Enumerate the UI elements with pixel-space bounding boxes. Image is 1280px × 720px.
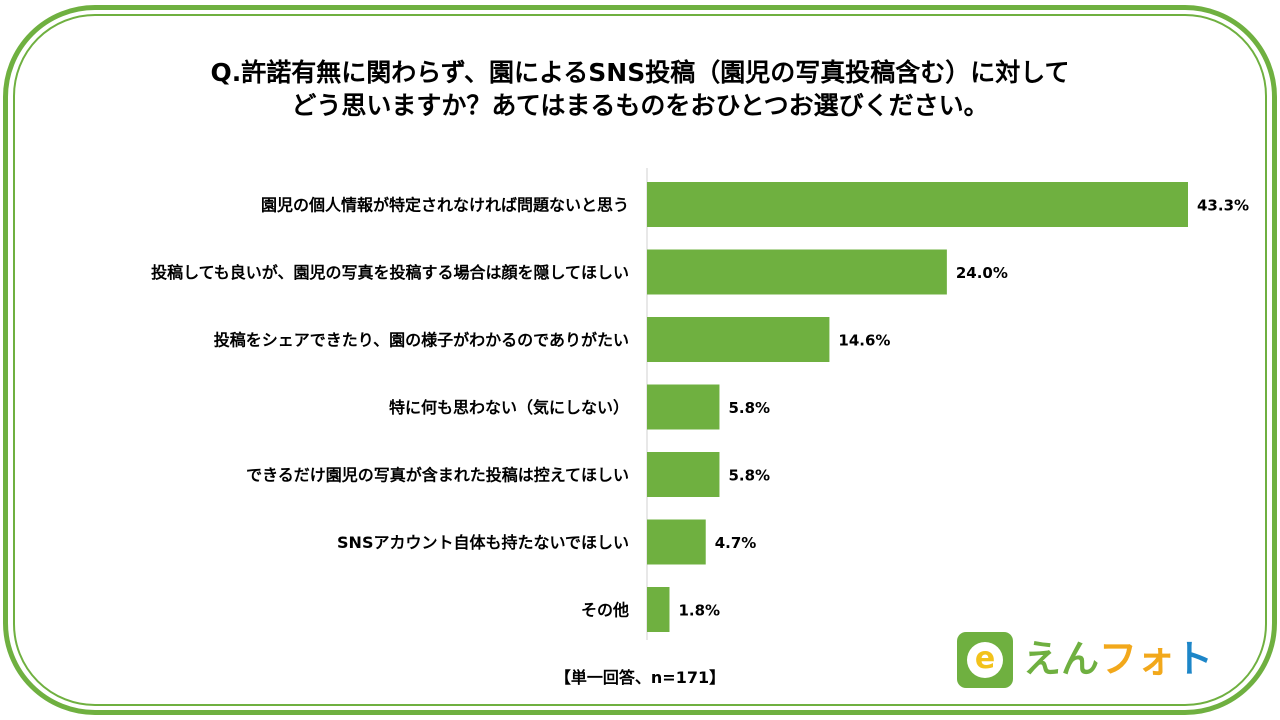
category-label-1: 投稿しても良いが、園児の写真を投稿する場合は顔を隠してほしい [151, 263, 629, 282]
category-label-2: 投稿をシェアできたり、園の様子がわかるのでありがたい [214, 331, 629, 350]
value-label-2: 14.6% [838, 332, 890, 350]
category-label-5: SNSアカウント自体も持たないでほしい [337, 533, 629, 552]
value-label-1: 24.0% [956, 264, 1008, 282]
logo-text-a: えん [1023, 637, 1100, 681]
logo-text-c: ト [1175, 637, 1214, 681]
value-label-5: 4.7% [715, 534, 757, 552]
value-label-0: 43.3% [1197, 197, 1249, 215]
logo-mark-letter: e [967, 642, 1003, 678]
category-label-3: 特に何も思わない（気にしない） [389, 398, 629, 417]
bar-1 [647, 249, 947, 295]
title-line-2: どう思いますか？あてはまるものをおひとつお選びください。 [291, 91, 989, 120]
category-label-4: できるだけ園児の写真が含まれた投稿は控えてほしい [246, 466, 629, 485]
footnote: 【単一回答、n=171】 [554, 668, 726, 687]
value-label-3: 5.8% [728, 399, 770, 417]
bar-2 [647, 317, 830, 362]
bar-4 [647, 452, 720, 497]
chart-title: Q.許諾有無に関わらず、園によるSNS投稿（園児の写真投稿含む）に対して どう思… [80, 56, 1200, 122]
value-label-4: 5.8% [728, 467, 770, 485]
title-line-1: Q.許諾有無に関わらず、園によるSNS投稿（園児の写真投稿含む）に対して [210, 58, 1070, 87]
bar-5 [647, 519, 706, 565]
logo-mark-icon: e [957, 632, 1013, 688]
outer-frame [3, 5, 1277, 715]
bar-3 [647, 384, 720, 430]
category-label-0: 園児の個人情報が特定されなければ問題ないと思う [261, 196, 629, 215]
bar-6 [647, 587, 670, 632]
inner-frame [13, 14, 1267, 706]
logo-text: えんフォト [1023, 632, 1213, 686]
value-label-6: 1.8% [678, 602, 720, 620]
category-label-6: その他 [581, 601, 629, 620]
bar-0 [647, 182, 1188, 227]
enphoto-logo: e えんフォト [957, 630, 1213, 690]
logo-text-b: フォ [1099, 637, 1176, 681]
